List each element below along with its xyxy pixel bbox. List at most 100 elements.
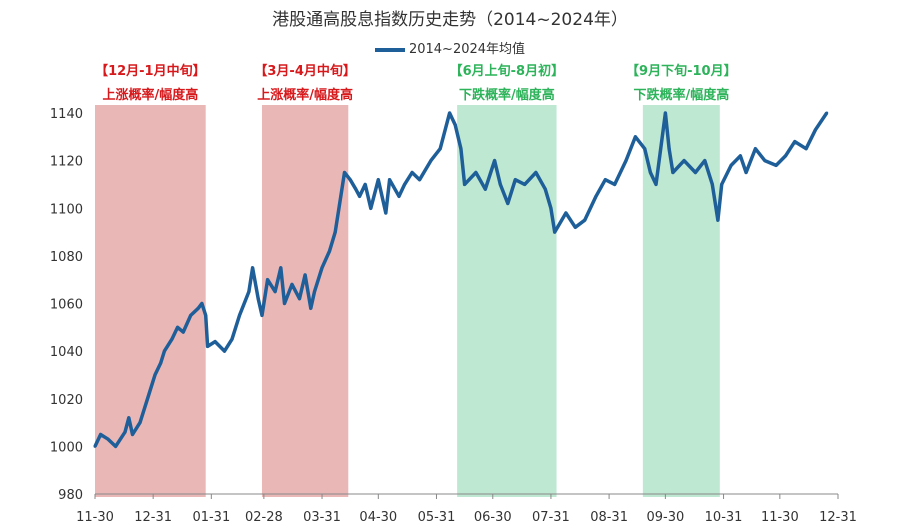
legend-label: 2014~2024年均值: [408, 42, 526, 57]
data-point: [763, 159, 767, 163]
x-tick-label: 02-28: [245, 510, 283, 525]
data-point: [279, 266, 283, 270]
data-point: [553, 230, 557, 234]
data-point: [266, 278, 270, 282]
data-point: [189, 313, 193, 317]
data-point: [384, 211, 388, 215]
data-point: [453, 123, 457, 127]
x-tick-label: 05-31: [418, 510, 456, 525]
data-point: [738, 154, 742, 158]
y-tick-label: 980: [58, 488, 83, 503]
data-point: [729, 163, 733, 167]
data-point: [671, 171, 675, 175]
data-point: [153, 373, 157, 377]
shaded-region-2: [261, 105, 349, 497]
y-tick-label: 1080: [50, 250, 83, 265]
data-point: [309, 306, 313, 310]
x-tick-label: 11-30: [76, 510, 114, 525]
data-point: [369, 206, 373, 210]
data-point: [663, 111, 667, 115]
data-point: [613, 182, 617, 186]
y-tick-label: 1020: [50, 393, 83, 408]
data-point: [643, 147, 647, 151]
data-point: [648, 171, 652, 175]
x-tick-label: 08-31: [590, 510, 628, 525]
y-tick-label: 1120: [50, 155, 83, 170]
data-point: [720, 182, 724, 186]
data-point: [298, 297, 302, 301]
data-point: [247, 290, 251, 294]
data-point: [543, 187, 547, 191]
annotation-period: 【3月-4月中旬】: [254, 64, 356, 79]
x-tick-label: 12-31: [819, 510, 857, 525]
data-point: [753, 147, 757, 151]
data-point: [429, 159, 433, 163]
chart-title: 港股通高股息指数历史走势（2014~2024年）: [272, 10, 628, 30]
data-point: [693, 171, 697, 175]
data-point: [230, 337, 234, 341]
data-point: [564, 211, 568, 215]
data-point: [682, 159, 686, 163]
data-point: [138, 421, 142, 425]
annotation-4: 【9月下旬-10月】 下跌概率/幅度高: [601, 60, 761, 108]
data-point: [320, 266, 324, 270]
shaded-region-3: [457, 105, 557, 497]
y-tick-label: 1060: [50, 298, 83, 313]
annotation-period: 【9月下旬-10月】: [626, 64, 737, 79]
data-point: [196, 306, 200, 310]
data-point: [358, 194, 362, 198]
data-point: [513, 178, 517, 182]
data-point: [523, 182, 527, 186]
data-point: [825, 111, 829, 115]
data-point: [159, 361, 163, 365]
data-point: [498, 182, 502, 186]
data-point: [710, 182, 714, 186]
x-tick-label: 12-31: [134, 510, 172, 525]
data-point: [549, 206, 553, 210]
data-point: [283, 302, 287, 305]
data-point: [200, 302, 204, 305]
data-point: [213, 340, 217, 344]
annotation-note: 下跌概率/幅度高: [633, 88, 730, 103]
data-point: [418, 178, 422, 182]
data-point: [204, 313, 208, 317]
data-point: [783, 154, 787, 158]
legend: 2014~2024年均值: [0, 38, 900, 57]
x-tick-label: 11-30: [761, 510, 799, 525]
data-point: [403, 182, 407, 186]
data-point: [131, 432, 135, 436]
data-point: [343, 171, 347, 175]
x-tick-label: 04-30: [359, 510, 397, 525]
data-point: [438, 147, 442, 151]
data-point: [162, 349, 166, 353]
data-point: [93, 444, 97, 448]
data-point: [483, 187, 487, 191]
data-point: [703, 159, 707, 163]
data-point: [354, 187, 358, 191]
data-point: [348, 178, 352, 182]
data-point: [793, 140, 797, 144]
data-point: [123, 430, 127, 434]
data-point: [716, 218, 720, 222]
y-tick-label: 1140: [50, 107, 83, 122]
data-point: [99, 432, 103, 436]
data-point: [654, 182, 658, 186]
data-point: [397, 194, 401, 198]
y-tick-label: 1100: [50, 202, 83, 217]
data-point: [573, 225, 577, 229]
data-point: [273, 290, 277, 294]
annotation-note: 上涨概率/幅度高: [102, 88, 199, 103]
data-point: [222, 349, 226, 353]
data-point: [256, 297, 260, 301]
annotation-note: 下跌概率/幅度高: [458, 88, 555, 103]
data-point: [667, 147, 671, 151]
data-point: [410, 171, 414, 175]
annotation-note: 上涨概率/幅度高: [257, 88, 354, 103]
data-point: [363, 182, 367, 186]
data-point: [463, 182, 467, 186]
data-point: [146, 397, 150, 401]
data-point: [603, 178, 607, 182]
data-point: [290, 282, 294, 286]
